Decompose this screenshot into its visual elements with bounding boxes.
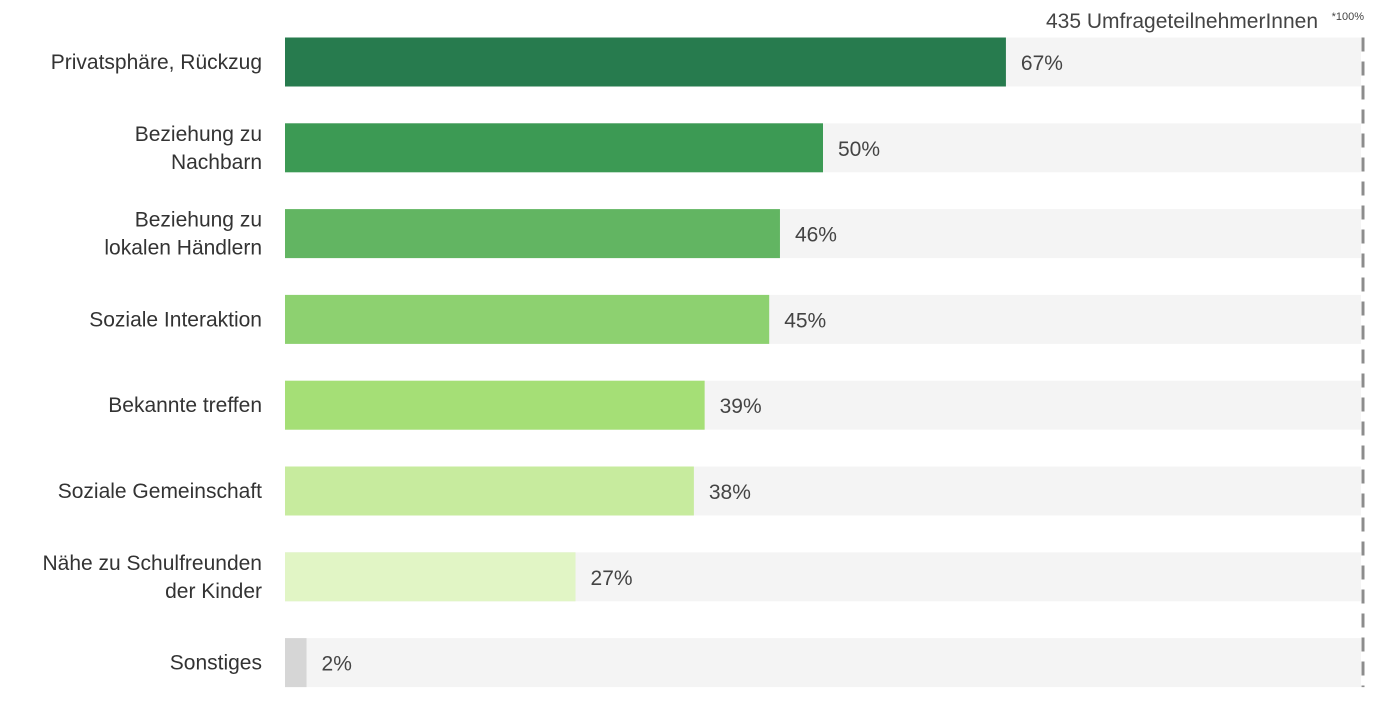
category-label: Bekannte treffen (108, 394, 262, 417)
bar (285, 37, 1006, 87)
category-label: Privatsphäre, Rückzug (51, 51, 262, 74)
value-label: 2% (322, 653, 352, 676)
category-label: Beziehung zu (135, 123, 262, 146)
bars (285, 37, 1006, 688)
value-label: 27% (591, 567, 633, 590)
bar-track (285, 638, 1361, 688)
value-label: 46% (795, 224, 837, 247)
category-label: Soziale Gemeinschaft (58, 480, 262, 503)
bar (285, 209, 780, 259)
bar (285, 380, 705, 430)
category-labels: Privatsphäre, Rückzug Beziehung zu Nachbar… (43, 51, 263, 675)
bar (285, 123, 823, 173)
category-label: lokalen Händlern (104, 237, 262, 260)
value-label: 45% (784, 309, 826, 332)
bar (285, 294, 770, 344)
hundred-percent-marker: *100% (1332, 11, 1365, 23)
category-label: Soziale Interaktion (89, 308, 262, 331)
bar (285, 552, 576, 602)
category-label: der Kinder (165, 580, 262, 603)
category-label: Beziehung zu (135, 209, 262, 232)
bar (285, 638, 307, 688)
value-labels: 67% 50% 46% 45% 39% 38% 27% 2% (322, 52, 1063, 676)
category-label: Sonstiges (170, 652, 262, 675)
value-label: 38% (709, 481, 751, 504)
bar (285, 466, 694, 516)
category-label: Nähe zu Schulfreunden (43, 552, 263, 575)
value-label: 67% (1021, 52, 1063, 75)
value-label: 39% (720, 395, 762, 418)
category-label: Nachbarn (171, 151, 262, 174)
value-label: 50% (838, 138, 880, 161)
respondent-count-note: 435 UmfrageteilnehmerInnen (1046, 10, 1318, 33)
